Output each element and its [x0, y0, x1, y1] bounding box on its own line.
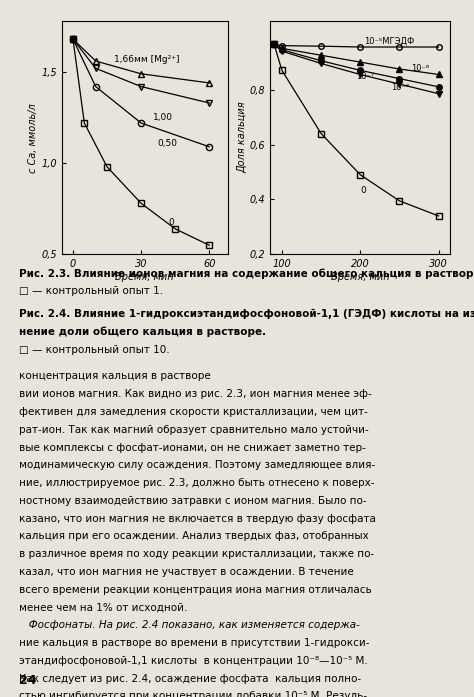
Text: всего времени реакции концентрация иона магния отличалась: всего времени реакции концентрация иона … [19, 585, 372, 595]
Y-axis label: Доля кальция: Доля кальция [237, 102, 247, 174]
Text: модинамическую силу осаждения. Поэтому замедляющее влия-: модинамическую силу осаждения. Поэтому з… [19, 460, 375, 470]
Text: вые комплексы с фосфат-ионами, он не снижает заметно тер-: вые комплексы с фосфат-ионами, он не сни… [19, 443, 366, 452]
Y-axis label: с Са, ммоль/л: с Са, ммоль/л [28, 102, 38, 173]
Text: менее чем на 1% от исходной.: менее чем на 1% от исходной. [19, 602, 187, 613]
Text: рат-ион. Так как магний образует сравнительно мало устойчи-: рат-ион. Так как магний образует сравнит… [19, 424, 369, 435]
Text: ние кальция в растворе во времени в присутствии 1-гидрокси-: ние кальция в растворе во времени в прис… [19, 638, 369, 648]
Text: 0: 0 [168, 218, 174, 227]
Text: в различное время по ходу реакции кристаллизации, также по-: в различное время по ходу реакции криста… [19, 549, 374, 559]
Text: 10⁻⁶: 10⁻⁶ [411, 64, 429, 73]
Text: 10⁻⁷: 10⁻⁷ [356, 72, 374, 81]
Text: □ — контрольный опыт 10.: □ — контрольный опыт 10. [19, 345, 170, 355]
Text: концентрация кальция в растворе: концентрация кальция в растворе [19, 372, 214, 381]
Text: стью ингибируется при концентрации добавки 10⁻⁵ М. Резуль-: стью ингибируется при концентрации добав… [19, 691, 367, 697]
Text: нение доли общего кальция в растворе.: нение доли общего кальция в растворе. [19, 327, 266, 337]
Text: 0,50: 0,50 [157, 139, 177, 148]
Text: этандифосфоновой-1,1 кислоты  в концентрации 10⁻⁸—10⁻⁵ М.: этандифосфоновой-1,1 кислоты в концентра… [19, 656, 368, 666]
Text: казал, что ион магния не участвует в осаждении. В течение: казал, что ион магния не участвует в оса… [19, 567, 354, 577]
Text: ностному взаимодействию затравки с ионом магния. Было по-: ностному взаимодействию затравки с ионом… [19, 496, 366, 506]
Text: фективен для замедления скорости кристаллизации, чем цит-: фективен для замедления скорости кристал… [19, 407, 368, 417]
Text: казано, что ион магния не включается в твердую фазу фосфата: казано, что ион магния не включается в т… [19, 514, 376, 523]
Text: 10⁻⁸: 10⁻⁸ [392, 84, 410, 93]
Text: вии ионов магния. Как видно из рис. 2.3, ион магния менее эф-: вии ионов магния. Как видно из рис. 2.3,… [19, 389, 372, 399]
Text: 10⁻⁵МГЭДФ: 10⁻⁵МГЭДФ [364, 36, 414, 45]
Text: 24: 24 [19, 673, 36, 687]
Text: Фосфонаты. На рис. 2.4 показано, как изменяется содержа-: Фосфонаты. На рис. 2.4 показано, как изм… [19, 620, 360, 630]
X-axis label: Время, мин: Время, мин [331, 272, 390, 282]
Text: 1,00: 1,00 [153, 114, 173, 123]
Text: □ — контрольный опыт 1.: □ — контрольный опыт 1. [19, 286, 163, 296]
X-axis label: Время, мин: Время, мин [115, 272, 174, 282]
Text: кальция при его осаждении. Анализ твердых фаз, отобранных: кальция при его осаждении. Анализ тверды… [19, 531, 369, 542]
Text: Рис. 2.4. Влияние 1-гидроксиэтандифосфоновой-1,1 (ГЭДФ) кислоты на изме-: Рис. 2.4. Влияние 1-гидроксиэтандифосфон… [19, 309, 474, 319]
Text: 1,66мм [Mg²⁺]: 1,66мм [Mg²⁺] [114, 55, 179, 64]
Text: 0: 0 [360, 185, 366, 194]
Text: Как следует из рис. 2.4, осаждение фосфата  кальция полно-: Как следует из рис. 2.4, осаждение фосфа… [19, 673, 361, 684]
Text: Рис. 2.3. Влияние ионов магния на содержание общего кальция в растворе:: Рис. 2.3. Влияние ионов магния на содерж… [19, 268, 474, 279]
Text: ние, иллюстрируемое рис. 2.3, должно быть отнесено к поверх-: ние, иллюстрируемое рис. 2.3, должно быт… [19, 478, 374, 488]
